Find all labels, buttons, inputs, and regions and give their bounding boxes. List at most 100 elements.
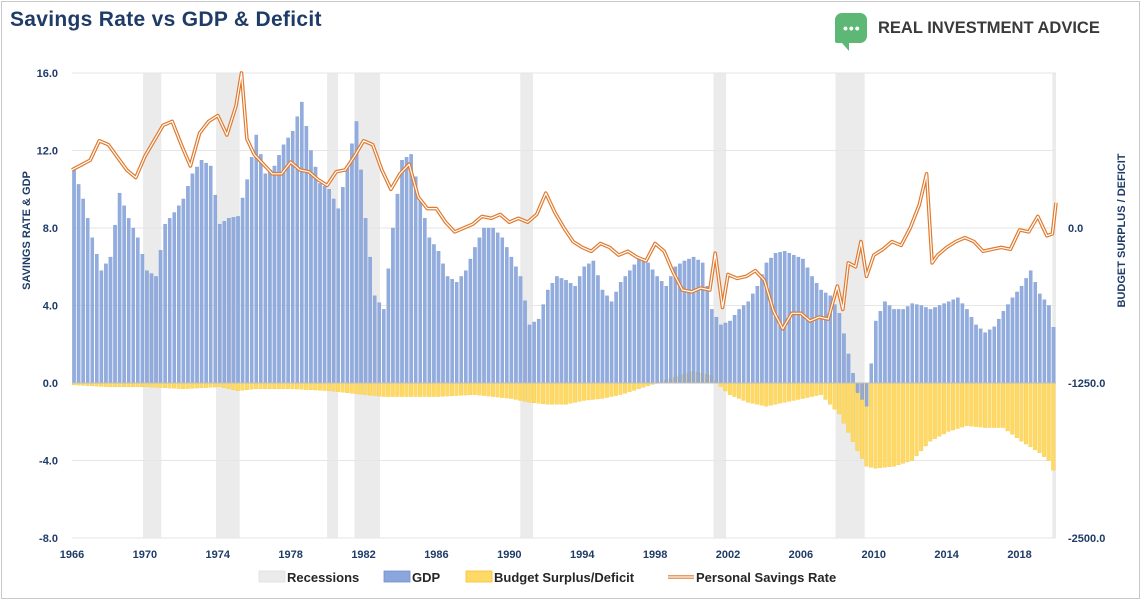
gdp-bar <box>263 173 268 384</box>
deficit-bar <box>240 382 245 391</box>
deficit-bar <box>99 382 104 387</box>
gdp-bar <box>614 291 618 384</box>
deficit-bar <box>1037 382 1042 453</box>
deficit-bar <box>1019 382 1024 442</box>
gdp-bar <box>682 260 687 384</box>
deficit-bar <box>586 382 591 401</box>
deficit-bar <box>481 382 486 396</box>
legend-recessions-swatch <box>258 570 286 583</box>
y-axis-title-right: BUDGET SURPLUS / DEFICIT <box>1116 153 1128 307</box>
gdp-bar <box>322 186 327 384</box>
chat-bubble-logo-icon: ••• <box>835 13 867 51</box>
deficit-bar <box>764 382 769 407</box>
deficit-bar <box>422 382 427 397</box>
deficit-bar <box>613 382 618 396</box>
gdp-bar <box>669 276 673 384</box>
deficit-bar <box>226 382 231 389</box>
gdp-bar <box>304 126 309 384</box>
deficit-bar <box>408 382 413 397</box>
deficit-bar <box>878 382 883 468</box>
gdp-bar <box>423 218 427 384</box>
deficit-bar <box>131 382 136 388</box>
gdp-bar <box>514 266 518 384</box>
deficit-bar <box>841 382 846 424</box>
deficit-bar <box>805 382 810 398</box>
gdp-bar <box>587 263 591 384</box>
gdp-bar <box>796 256 801 384</box>
gdp-bar <box>482 227 486 384</box>
gdp-bar <box>72 169 76 384</box>
deficit-bar <box>390 382 395 397</box>
deficit-bar <box>869 382 874 468</box>
gdp-bar <box>272 165 277 384</box>
deficit-bar <box>313 382 318 391</box>
gdp-bar <box>108 256 113 384</box>
deficit-bar <box>636 382 641 389</box>
deficit-bar <box>577 382 582 402</box>
x-tick: 1966 <box>60 549 84 561</box>
deficit-bar <box>823 382 828 400</box>
gdp-bar <box>400 160 404 384</box>
deficit-bar <box>796 382 801 400</box>
deficit-bar <box>951 382 956 431</box>
gdp-bar <box>473 247 477 384</box>
x-tick: 1998 <box>643 549 667 561</box>
gdp-bar <box>327 189 331 384</box>
gdp-bar <box>500 237 505 384</box>
gdp-bar <box>1024 278 1028 384</box>
deficit-bar <box>609 382 614 397</box>
gdp-bar <box>113 224 117 384</box>
gdp-bar <box>382 309 386 384</box>
gdp-bar <box>477 237 482 384</box>
gdp-bar <box>464 270 468 384</box>
gdp-bar <box>687 258 691 384</box>
gdp-bar <box>81 198 85 384</box>
gdp-bar <box>459 276 464 384</box>
deficit-bar <box>172 382 177 389</box>
deficit-bar <box>367 382 372 396</box>
deficit-bar <box>900 382 905 464</box>
deficit-bar <box>299 382 304 390</box>
deficit-bar <box>992 382 997 428</box>
x-tick: 2018 <box>1007 549 1031 561</box>
deficit-bar <box>969 382 974 427</box>
gdp-bar <box>259 154 263 384</box>
gdp-bar <box>300 101 304 384</box>
gdp-bar <box>277 155 281 384</box>
deficit-bar <box>340 382 345 393</box>
deficit-bar <box>1023 382 1028 445</box>
x-tick: 1994 <box>570 549 595 561</box>
gdp-bar <box>978 328 983 384</box>
deficit-bar <box>882 382 887 468</box>
deficit-bar <box>345 382 350 393</box>
gdp-bar <box>140 254 145 384</box>
deficit-bar <box>1010 382 1015 435</box>
y-tick-left: 8.0 <box>43 223 58 235</box>
deficit-bar <box>126 382 131 388</box>
deficit-bar <box>522 382 527 402</box>
deficit-bar <box>891 382 896 467</box>
gdp-bar <box>309 150 313 384</box>
deficit-bar <box>445 382 450 397</box>
gdp-bar <box>842 333 846 384</box>
deficit-bar <box>964 382 969 426</box>
deficit-bar <box>518 382 523 401</box>
deficit-bar <box>768 382 773 406</box>
deficit-bar <box>914 382 919 456</box>
gdp-bar <box>491 227 495 384</box>
gdp-bar <box>236 216 240 384</box>
gdp-bar <box>495 232 500 384</box>
deficit-bar <box>176 382 181 389</box>
deficit-bar <box>987 382 992 428</box>
gdp-bar <box>231 217 236 384</box>
gdp-bar <box>860 382 864 400</box>
deficit-bar <box>736 382 741 399</box>
gdp-bar <box>286 137 290 384</box>
gdp-bar <box>377 302 382 384</box>
deficit-bar <box>887 382 892 467</box>
gdp-bar <box>418 198 423 384</box>
gdp-bar <box>655 276 659 384</box>
deficit-bar <box>955 382 960 429</box>
gdp-bar <box>177 205 181 384</box>
deficit-bar <box>978 382 983 428</box>
